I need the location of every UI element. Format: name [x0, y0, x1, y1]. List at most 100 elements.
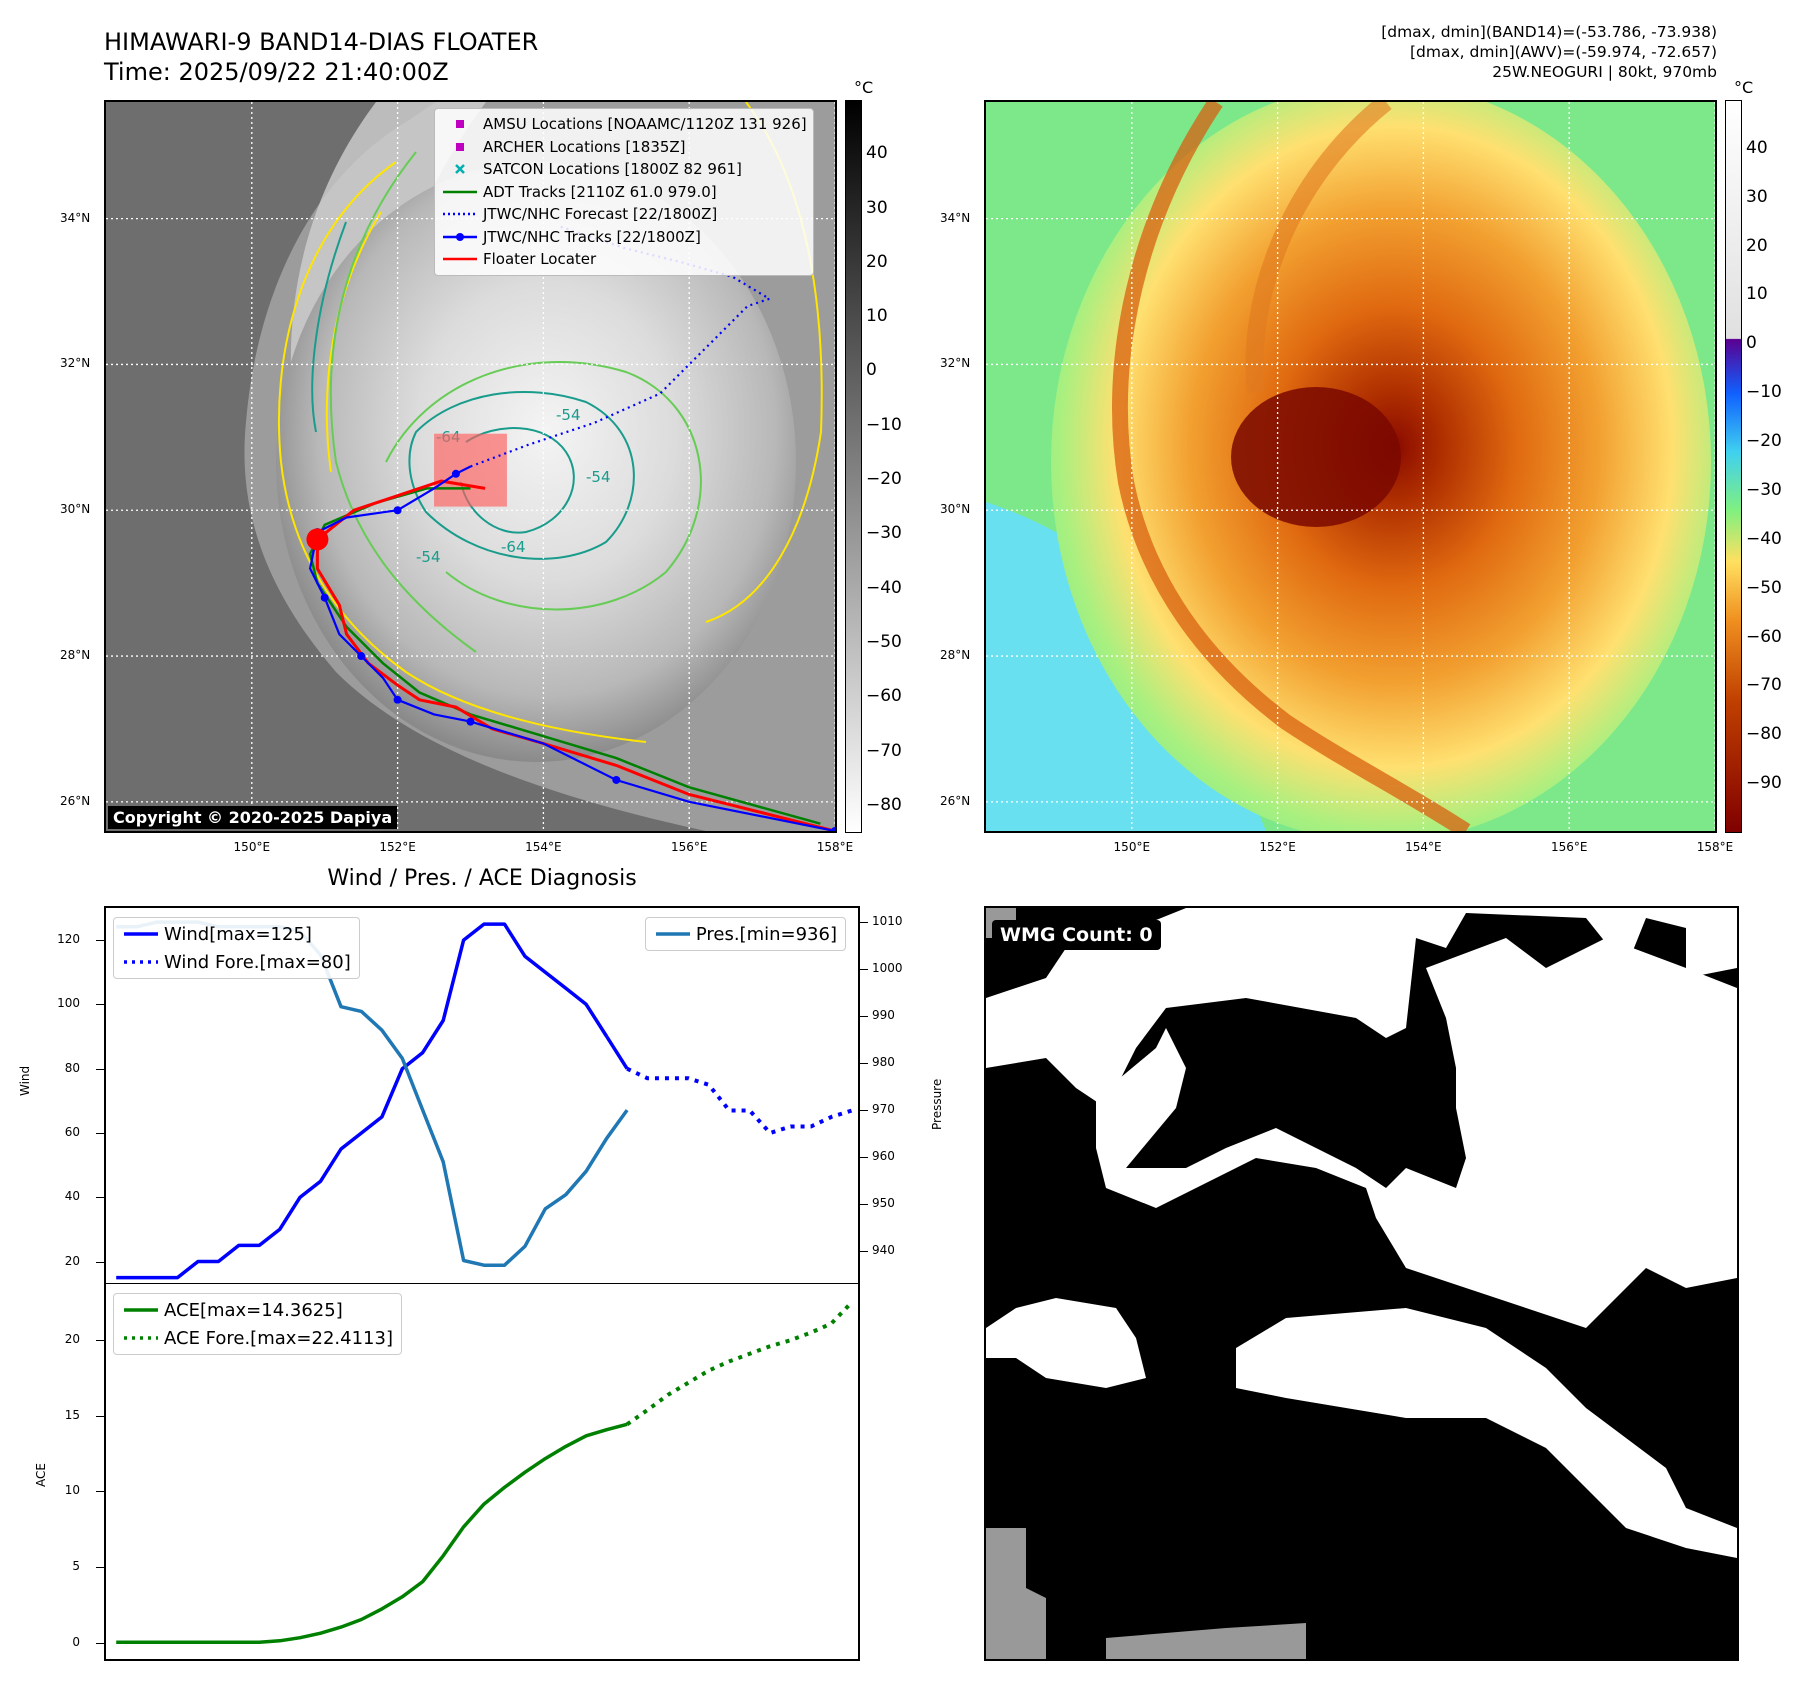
chart-legend-item: ACE Fore.[max=22.4113]	[118, 1324, 393, 1352]
chart-legend-item: ACE[max=14.3625]	[118, 1296, 393, 1324]
contour-teal	[408, 391, 635, 560]
ir-legend-label: ADT Tracks [2110Z 61.0 979.0]	[483, 182, 717, 201]
colorbar-tick-label: −60	[866, 686, 902, 707]
contour-label: -54	[416, 548, 441, 566]
lon-tick-label: 150°E	[233, 840, 271, 854]
wind-tick-mark	[96, 940, 104, 942]
colorbar-tick-label: 20	[1746, 235, 1768, 256]
colorbar-tick-label: −70	[1746, 675, 1782, 696]
chart-legend-label: Pres.[min=936]	[695, 923, 837, 945]
colorbar-tick-label: −40	[1746, 528, 1782, 549]
colorbar-tick-label: 40	[866, 143, 888, 164]
ace-tick-label: 15	[64, 1407, 80, 1422]
colorbar-tick-label: 40	[1746, 137, 1768, 158]
jtwc-track-point	[831, 827, 835, 831]
jtwc-track-point	[451, 469, 460, 478]
pressure-tick-mark	[860, 1251, 868, 1253]
ir-legend-item: ADT Tracks [2110Z 61.0 979.0]	[437, 181, 807, 204]
colorbar-tick-label: −60	[1746, 626, 1782, 647]
wind-tick-label: 40	[64, 1189, 80, 1204]
ir-legend-item: JTWC/NHC Forecast [22/1800Z]	[437, 203, 807, 226]
legend-line-icon	[124, 960, 158, 964]
colorbar-tick-label: −90	[1746, 773, 1782, 794]
legend-symbol-icon	[443, 213, 477, 216]
wind-tick-mark	[96, 1197, 104, 1199]
ir-legend-label: JTWC/NHC Forecast [22/1800Z]	[483, 205, 718, 224]
wmg-nodata-sw	[986, 1528, 1046, 1659]
pressure-tick-mark	[860, 922, 868, 924]
ir-legend-item: JTWC/NHC Tracks [22/1800Z]	[437, 226, 807, 249]
bd-outer-spiral	[1112, 102, 1471, 831]
pressure-tick-label: 990	[872, 1008, 895, 1023]
ace-series-line	[625, 1300, 854, 1426]
bd-colorbar	[1725, 100, 1742, 833]
chart-legend-label: ACE[max=14.3625]	[164, 1299, 343, 1321]
legend-symbol-icon	[456, 142, 464, 151]
lon-tick-label: 156°E	[1550, 840, 1588, 854]
contour-label: -64	[501, 538, 526, 556]
lat-tick-label: 28°N	[940, 648, 971, 663]
lon-tick-label: 158°E	[1696, 840, 1734, 854]
colorbar-tick-label: 30	[866, 197, 888, 218]
pressure-tick-mark	[860, 1110, 868, 1112]
contour-teal-inner	[460, 427, 575, 534]
pressure-tick-mark	[860, 969, 868, 971]
colorbar-tick-label: −10	[866, 414, 902, 435]
bd-colorbar-unit: °C	[1734, 78, 1754, 97]
legend-symbol-icon	[443, 232, 477, 241]
colorbar-tick-label: −50	[1746, 577, 1782, 598]
floater-box	[434, 433, 507, 507]
wind-tick-label: 100	[57, 996, 80, 1011]
lat-tick-label: 34°N	[940, 210, 971, 225]
pressure-tick-mark	[860, 1157, 868, 1159]
jtwc-track-point	[393, 695, 402, 704]
ir-tracks	[306, 224, 835, 831]
bd-map-svg	[986, 102, 1715, 831]
colorbar-tick-label: 30	[1746, 186, 1768, 207]
chart-legend-label: ACE Fore.[max=22.4113]	[164, 1327, 393, 1349]
pressure-tick-mark	[860, 1063, 868, 1065]
lat-tick-label: 34°N	[60, 210, 91, 225]
lat-tick-label: 30°N	[60, 502, 91, 517]
ir-legend-label: Floater Locater	[483, 250, 597, 269]
colorbar-tick-label: −70	[866, 740, 902, 761]
lat-tick-label: 30°N	[940, 502, 971, 517]
info-block: [dmax, dmin](BAND14)=(-53.786, -73.938) …	[1381, 22, 1717, 82]
legend-symbol-icon	[455, 164, 465, 175]
lat-tick-label: 26°N	[60, 793, 91, 808]
ace-ylabel: ACE	[34, 1463, 48, 1487]
wmg-nodata-s	[1106, 1623, 1306, 1659]
colorbar-tick-label: −20	[1746, 431, 1782, 452]
ir-central-cloud	[276, 162, 796, 762]
contour-green	[329, 151, 702, 653]
chart-legend-item: Wind[max=125]	[118, 920, 351, 948]
colorbar-tick-label: 10	[1746, 284, 1768, 305]
colorbar-tick-label: −80	[1746, 724, 1782, 745]
lat-tick-label: 32°N	[940, 356, 971, 371]
diagnosis-title: Wind / Pres. / ACE Diagnosis	[327, 866, 637, 891]
lon-tick-label: 152°E	[1259, 840, 1296, 854]
info-line-2: [dmax, dmin](AWV)=(-59.974, -72.657)	[1410, 43, 1717, 61]
lon-tick-label: 156°E	[670, 840, 708, 854]
jtwc-track-point	[357, 652, 366, 661]
ir-map-panel: -54 -64 -54 -64 -54 Copyright © 2020-202…	[104, 100, 837, 833]
info-line-1: [dmax, dmin](BAND14)=(-53.786, -73.938)	[1381, 23, 1717, 41]
ir-legend: AMSU Locations [NOAAMC/1120Z 131 926] ARC…	[434, 108, 814, 276]
pressure-tick-label: 1010	[872, 914, 903, 929]
title-line-1: HIMAWARI-9 BAND14-DIAS FLOATER	[104, 28, 539, 56]
colorbar-tick-label: −30	[866, 523, 902, 544]
ace-tick-mark	[96, 1339, 104, 1341]
ir-legend-item: AMSU Locations [NOAAMC/1120Z 131 926]	[437, 113, 807, 136]
pressure-legend: Pres.[min=936]	[644, 917, 846, 951]
lon-tick-label: 154°E	[525, 840, 562, 854]
wind-series-line	[116, 922, 609, 1280]
jtwc-track-point	[393, 506, 402, 515]
wind-tick-mark	[96, 1068, 104, 1070]
jtwc-track-point	[466, 717, 475, 726]
lon-tick-label: 158°E	[816, 840, 854, 854]
colorbar-tick-label: 10	[866, 306, 888, 327]
contour-yellow-inner	[325, 211, 382, 473]
pressure-tick-mark	[860, 1016, 868, 1018]
colorbar-tick-label: −80	[866, 794, 902, 815]
wind-series-line	[626, 1066, 853, 1135]
